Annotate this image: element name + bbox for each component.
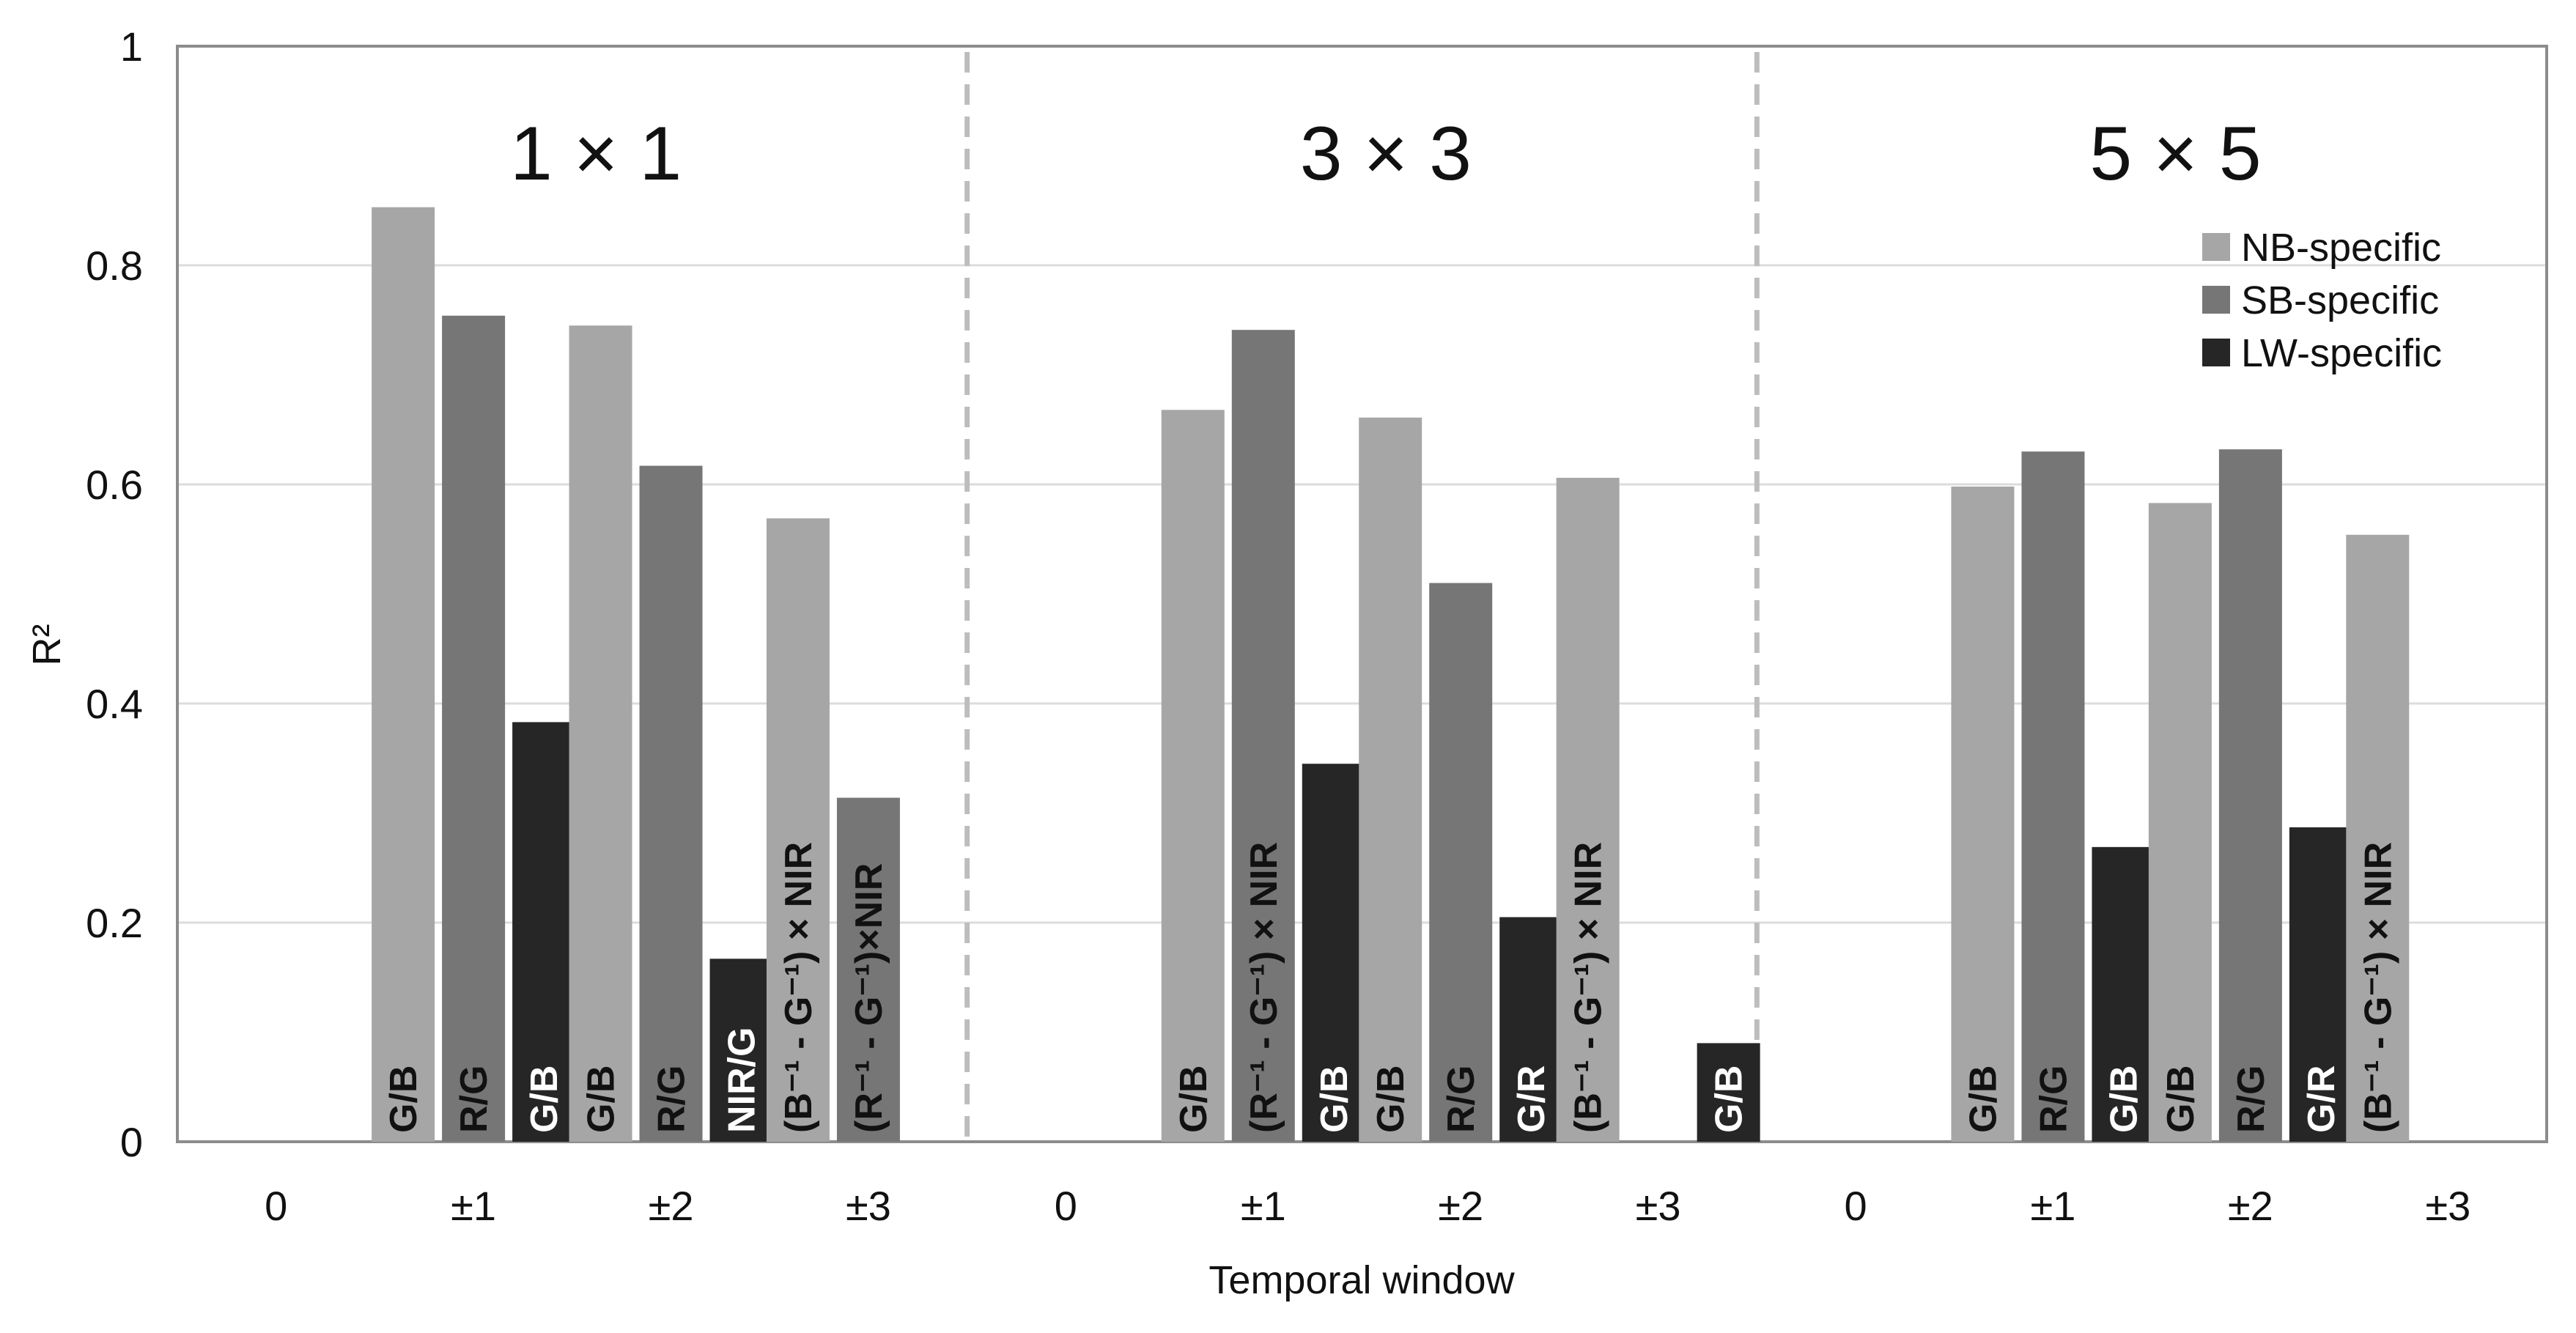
y-tick-label: 0.2 [86, 900, 143, 946]
x-tick-label: ±2 [649, 1183, 694, 1229]
bar [1951, 486, 2015, 1142]
bar [1302, 764, 1365, 1142]
panel-titles: 1 × 1 3 × 3 5 × 5 [510, 111, 2262, 196]
y-tick-label: 0.4 [86, 681, 143, 727]
bar-label: R/G [1440, 1066, 1483, 1133]
bar-label: G/B [523, 1066, 566, 1133]
bar [1697, 1043, 1760, 1142]
bar-label: R/G [453, 1066, 495, 1133]
y-axis-title: R² [25, 624, 69, 666]
bar-label: NIR/G [721, 1027, 764, 1133]
bar-label: G/B [383, 1066, 425, 1133]
bar-label: G/B [1370, 1066, 1412, 1133]
panel-title: 1 × 1 [510, 111, 682, 196]
bar-label: G/R [2300, 1066, 2343, 1133]
bar [1429, 583, 1493, 1142]
bar-label: G/B [1708, 1066, 1751, 1133]
legend-label: NB-specific [2241, 226, 2441, 270]
panel-title: 3 × 3 [1300, 111, 1472, 196]
panel-dividers [964, 52, 1760, 1139]
bar [2021, 451, 2085, 1142]
legend-swatch [2202, 233, 2230, 261]
bar [639, 465, 703, 1142]
x-tick-label: ±1 [1241, 1183, 1286, 1229]
bar [1556, 478, 1620, 1142]
y-tick-label: 1 [120, 23, 143, 70]
bar-label: G/B [580, 1066, 623, 1133]
bar [2289, 827, 2352, 1142]
x-tick-label: 0 [265, 1183, 287, 1229]
x-tick-label: ±3 [2425, 1183, 2470, 1229]
bar [836, 797, 900, 1142]
y-tick-labels: 0 0.2 0.4 0.6 0.8 1 [86, 23, 143, 1165]
x-tick-label: ±1 [2031, 1183, 2076, 1229]
bar [2218, 449, 2282, 1142]
y-tick-label: 0 [120, 1119, 143, 1165]
bar [442, 315, 506, 1142]
bar-label: G/B [2160, 1066, 2202, 1133]
bar-label: G/B [2103, 1066, 2145, 1133]
bar [569, 325, 632, 1142]
bar-label: G/R [1510, 1066, 1553, 1133]
x-tick-labels: 0 ±1 ±2 ±3 0 ±1 ±2 ±3 0 ±1 ±2 ±3 [265, 1183, 2470, 1229]
bar-label: (B⁻¹ - G⁻¹) × NIR [1568, 842, 1610, 1133]
x-axis-title: Temporal window [1208, 1258, 1515, 1302]
x-tick-label: 0 [1055, 1183, 1077, 1229]
legend-swatch [2202, 339, 2230, 366]
panel-title: 5 × 5 [2089, 111, 2261, 196]
bar [372, 207, 435, 1142]
bar [709, 959, 773, 1142]
bar [1359, 417, 1422, 1142]
bar-label: (B⁻¹ - G⁻¹) × NIR [778, 842, 820, 1133]
x-tick-label: ±1 [451, 1183, 496, 1229]
bar-label: G/B [1313, 1066, 1356, 1133]
bar [2148, 503, 2212, 1142]
bar [2346, 534, 2410, 1142]
bar-label: R/G [651, 1066, 693, 1133]
legend-label: LW-specific [2241, 331, 2442, 375]
y-tick-label: 0.8 [86, 243, 143, 289]
x-tick-label: ±2 [1438, 1183, 1483, 1229]
x-tick-label: ±3 [846, 1183, 891, 1229]
bar-label: (R⁻¹ - G⁻¹)×NIR [848, 863, 890, 1133]
bar [1161, 410, 1225, 1142]
bar-label: R/G [2032, 1066, 2075, 1133]
bar [1499, 917, 1563, 1142]
bar-label: (B⁻¹ - G⁻¹) × NIR [2357, 842, 2399, 1133]
bar [766, 518, 830, 1142]
bars: G/B R/G G/B G/B R/G NIR/G (B⁻¹ - G⁻¹) × NIR (R⁻… [372, 207, 2410, 1142]
legend: NB-specific SB-specific LW-specific [2202, 226, 2442, 375]
bar-label: R/G [2230, 1066, 2273, 1133]
legend-label: SB-specific [2241, 278, 2439, 322]
bar-label: G/B [1173, 1066, 1215, 1133]
x-tick-label: 0 [1844, 1183, 1867, 1229]
bar [2092, 846, 2155, 1142]
x-tick-label: ±3 [1636, 1183, 1681, 1229]
bar [1231, 330, 1295, 1142]
bar [512, 722, 576, 1142]
bar-label: G/B [1962, 1066, 2004, 1133]
bar-label: (R⁻¹ - G⁻¹) × NIR [1243, 842, 1285, 1133]
x-tick-label: ±2 [2228, 1183, 2273, 1229]
y-tick-label: 0.6 [86, 462, 143, 508]
legend-swatch [2202, 286, 2230, 314]
